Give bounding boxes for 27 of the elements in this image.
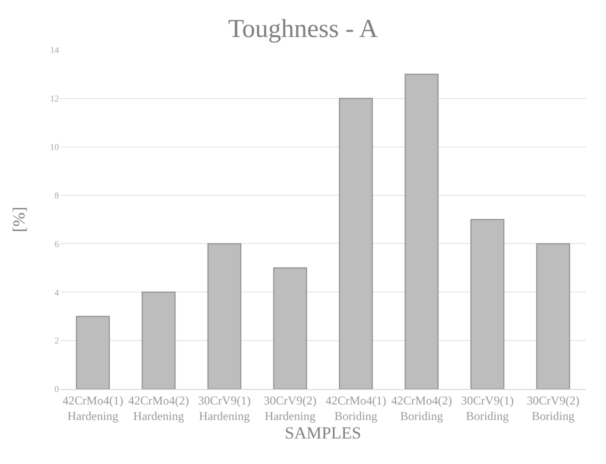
bar [207, 243, 242, 389]
x-tick-label: 42CrMo4(2) Hardening [128, 393, 189, 423]
chart-title: Toughness - A [228, 14, 378, 43]
x-tick-label: 30CrV9(2) Hardening [264, 393, 316, 423]
x-axis-title: SAMPLES [284, 423, 362, 442]
x-tick-label: 42CrMo4(1) Hardening [62, 393, 124, 423]
bar [536, 243, 570, 389]
y-tick-label: 6 [54, 238, 60, 249]
y-tick-label: 4 [54, 287, 60, 298]
y-tick-label: 0 [54, 384, 60, 394]
y-tick-label: 10 [50, 142, 60, 152]
x-tick-label: 30CrV9(2) Boriding [526, 393, 580, 423]
y-tick-label: 2 [54, 336, 59, 346]
x-tick-label: 30CrV9(1) Hardening [198, 393, 251, 423]
y-axis-title: [%] [10, 206, 29, 232]
y-tick-label: 14 [50, 45, 60, 56]
bar [470, 219, 504, 389]
x-tick-label: 42CrMo4(1) Boriding [326, 393, 386, 423]
bar [404, 74, 439, 389]
y-tick-label: 12 [50, 94, 59, 104]
bar [142, 292, 176, 389]
bar [338, 98, 373, 389]
x-tick-label: 30CrV9(1) Boriding [461, 393, 514, 423]
bar [273, 267, 308, 389]
bar [76, 316, 110, 389]
y-tick-label: 8 [54, 190, 60, 200]
x-tick-label: 42CrMo4(2) Boriding [391, 393, 452, 423]
